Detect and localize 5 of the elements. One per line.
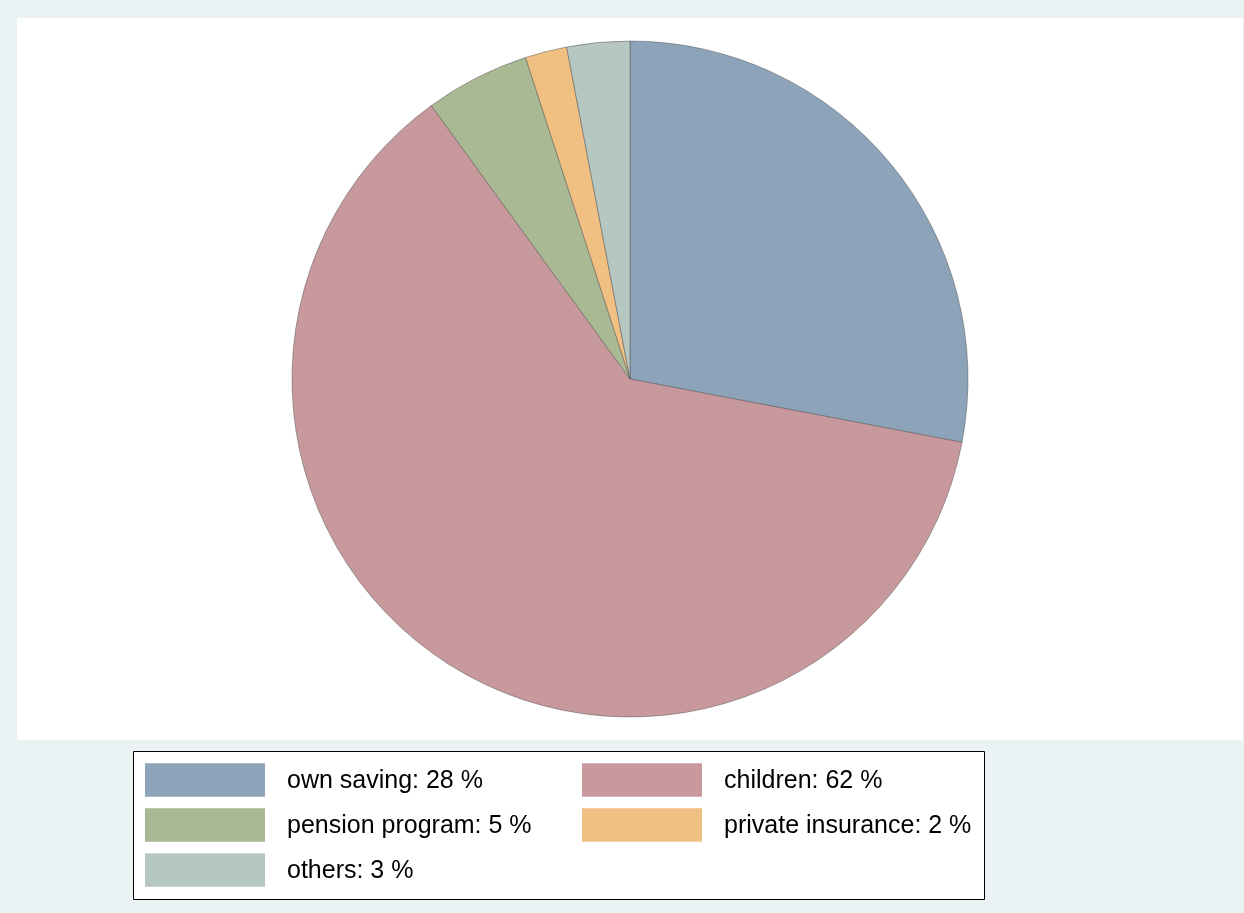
legend-label: pension program: 5 % [287,810,532,838]
legend-label: private insurance: 2 % [724,810,972,838]
legend-label: own saving: 28 % [287,765,483,793]
legend-label: children: 62 % [724,765,883,793]
legend-label: others: 3 % [287,855,414,883]
